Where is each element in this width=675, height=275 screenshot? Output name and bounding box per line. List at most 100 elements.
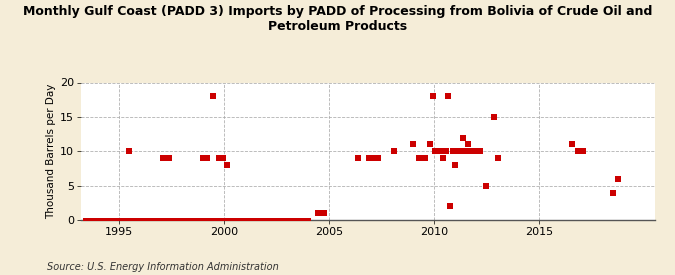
Point <box>313 211 324 215</box>
Point <box>292 218 303 222</box>
Point <box>213 218 223 222</box>
Point <box>202 218 213 222</box>
Point <box>182 218 192 222</box>
Point <box>209 218 220 222</box>
Point <box>224 218 235 222</box>
Point <box>151 218 161 222</box>
Point <box>232 218 243 222</box>
Point <box>134 218 145 222</box>
Point <box>282 218 293 222</box>
Point <box>107 218 117 222</box>
Point <box>294 218 304 222</box>
Point <box>195 218 206 222</box>
Point <box>267 218 278 222</box>
Text: Monthly Gulf Coast (PADD 3) Imports by PADD of Processing from Bolivia of Crude : Monthly Gulf Coast (PADD 3) Imports by P… <box>23 6 652 34</box>
Point <box>82 218 93 222</box>
Point <box>143 218 154 222</box>
Point <box>489 115 500 119</box>
Point <box>190 218 200 222</box>
Point <box>229 218 240 222</box>
Point <box>208 94 219 98</box>
Point <box>159 218 170 222</box>
Point <box>273 218 284 222</box>
Point <box>199 218 210 222</box>
Point <box>214 218 225 222</box>
Point <box>425 142 435 147</box>
Point <box>430 149 441 153</box>
Point <box>455 149 466 153</box>
Point <box>147 218 158 222</box>
Point <box>91 218 102 222</box>
Point <box>144 218 155 222</box>
Point <box>202 156 213 160</box>
Point <box>109 218 119 222</box>
Text: Source: U.S. Energy Information Administration: Source: U.S. Energy Information Administ… <box>47 262 279 272</box>
Point <box>159 218 169 222</box>
Point <box>303 218 314 222</box>
Point <box>139 218 150 222</box>
Point <box>227 218 238 222</box>
Point <box>250 218 261 222</box>
Point <box>136 218 147 222</box>
Point <box>221 218 232 222</box>
Point <box>428 94 439 98</box>
Point <box>211 218 222 222</box>
Point <box>211 218 221 222</box>
Point <box>206 218 217 222</box>
Point <box>188 218 199 222</box>
Point <box>155 218 166 222</box>
Point <box>140 218 151 222</box>
Point <box>185 218 196 222</box>
Point <box>207 218 218 222</box>
Point <box>205 218 215 222</box>
Point <box>191 218 202 222</box>
Point <box>237 218 248 222</box>
Point <box>274 218 285 222</box>
Point <box>261 218 272 222</box>
Point <box>127 218 138 222</box>
Point <box>135 218 146 222</box>
Point <box>475 149 485 153</box>
Point <box>186 218 197 222</box>
Point <box>254 218 265 222</box>
Point <box>290 218 301 222</box>
Point <box>289 218 300 222</box>
Point <box>151 218 162 222</box>
Point <box>130 218 140 222</box>
Point <box>448 149 458 153</box>
Point <box>175 218 186 222</box>
Point <box>157 218 168 222</box>
Point <box>142 218 153 222</box>
Point <box>172 218 183 222</box>
Point <box>148 218 159 222</box>
Point <box>279 218 290 222</box>
Point <box>81 218 92 222</box>
Point <box>271 218 281 222</box>
Point <box>578 149 589 153</box>
Point <box>457 135 468 140</box>
Point <box>252 218 263 222</box>
Point <box>177 218 188 222</box>
Point <box>256 218 267 222</box>
Point <box>234 218 244 222</box>
Point <box>112 218 123 222</box>
Point <box>103 218 113 222</box>
Point <box>192 218 202 222</box>
Point <box>419 156 430 160</box>
Point <box>281 218 292 222</box>
Point <box>445 204 456 208</box>
Point <box>300 218 310 222</box>
Point <box>124 149 135 153</box>
Point <box>572 149 583 153</box>
Point <box>268 218 279 222</box>
Point <box>240 218 250 222</box>
Point <box>275 218 286 222</box>
Point <box>240 218 251 222</box>
Point <box>97 218 108 222</box>
Point <box>608 190 618 195</box>
Point <box>120 218 131 222</box>
Point <box>265 218 275 222</box>
Point <box>90 218 101 222</box>
Point <box>107 218 118 222</box>
Point <box>225 218 236 222</box>
